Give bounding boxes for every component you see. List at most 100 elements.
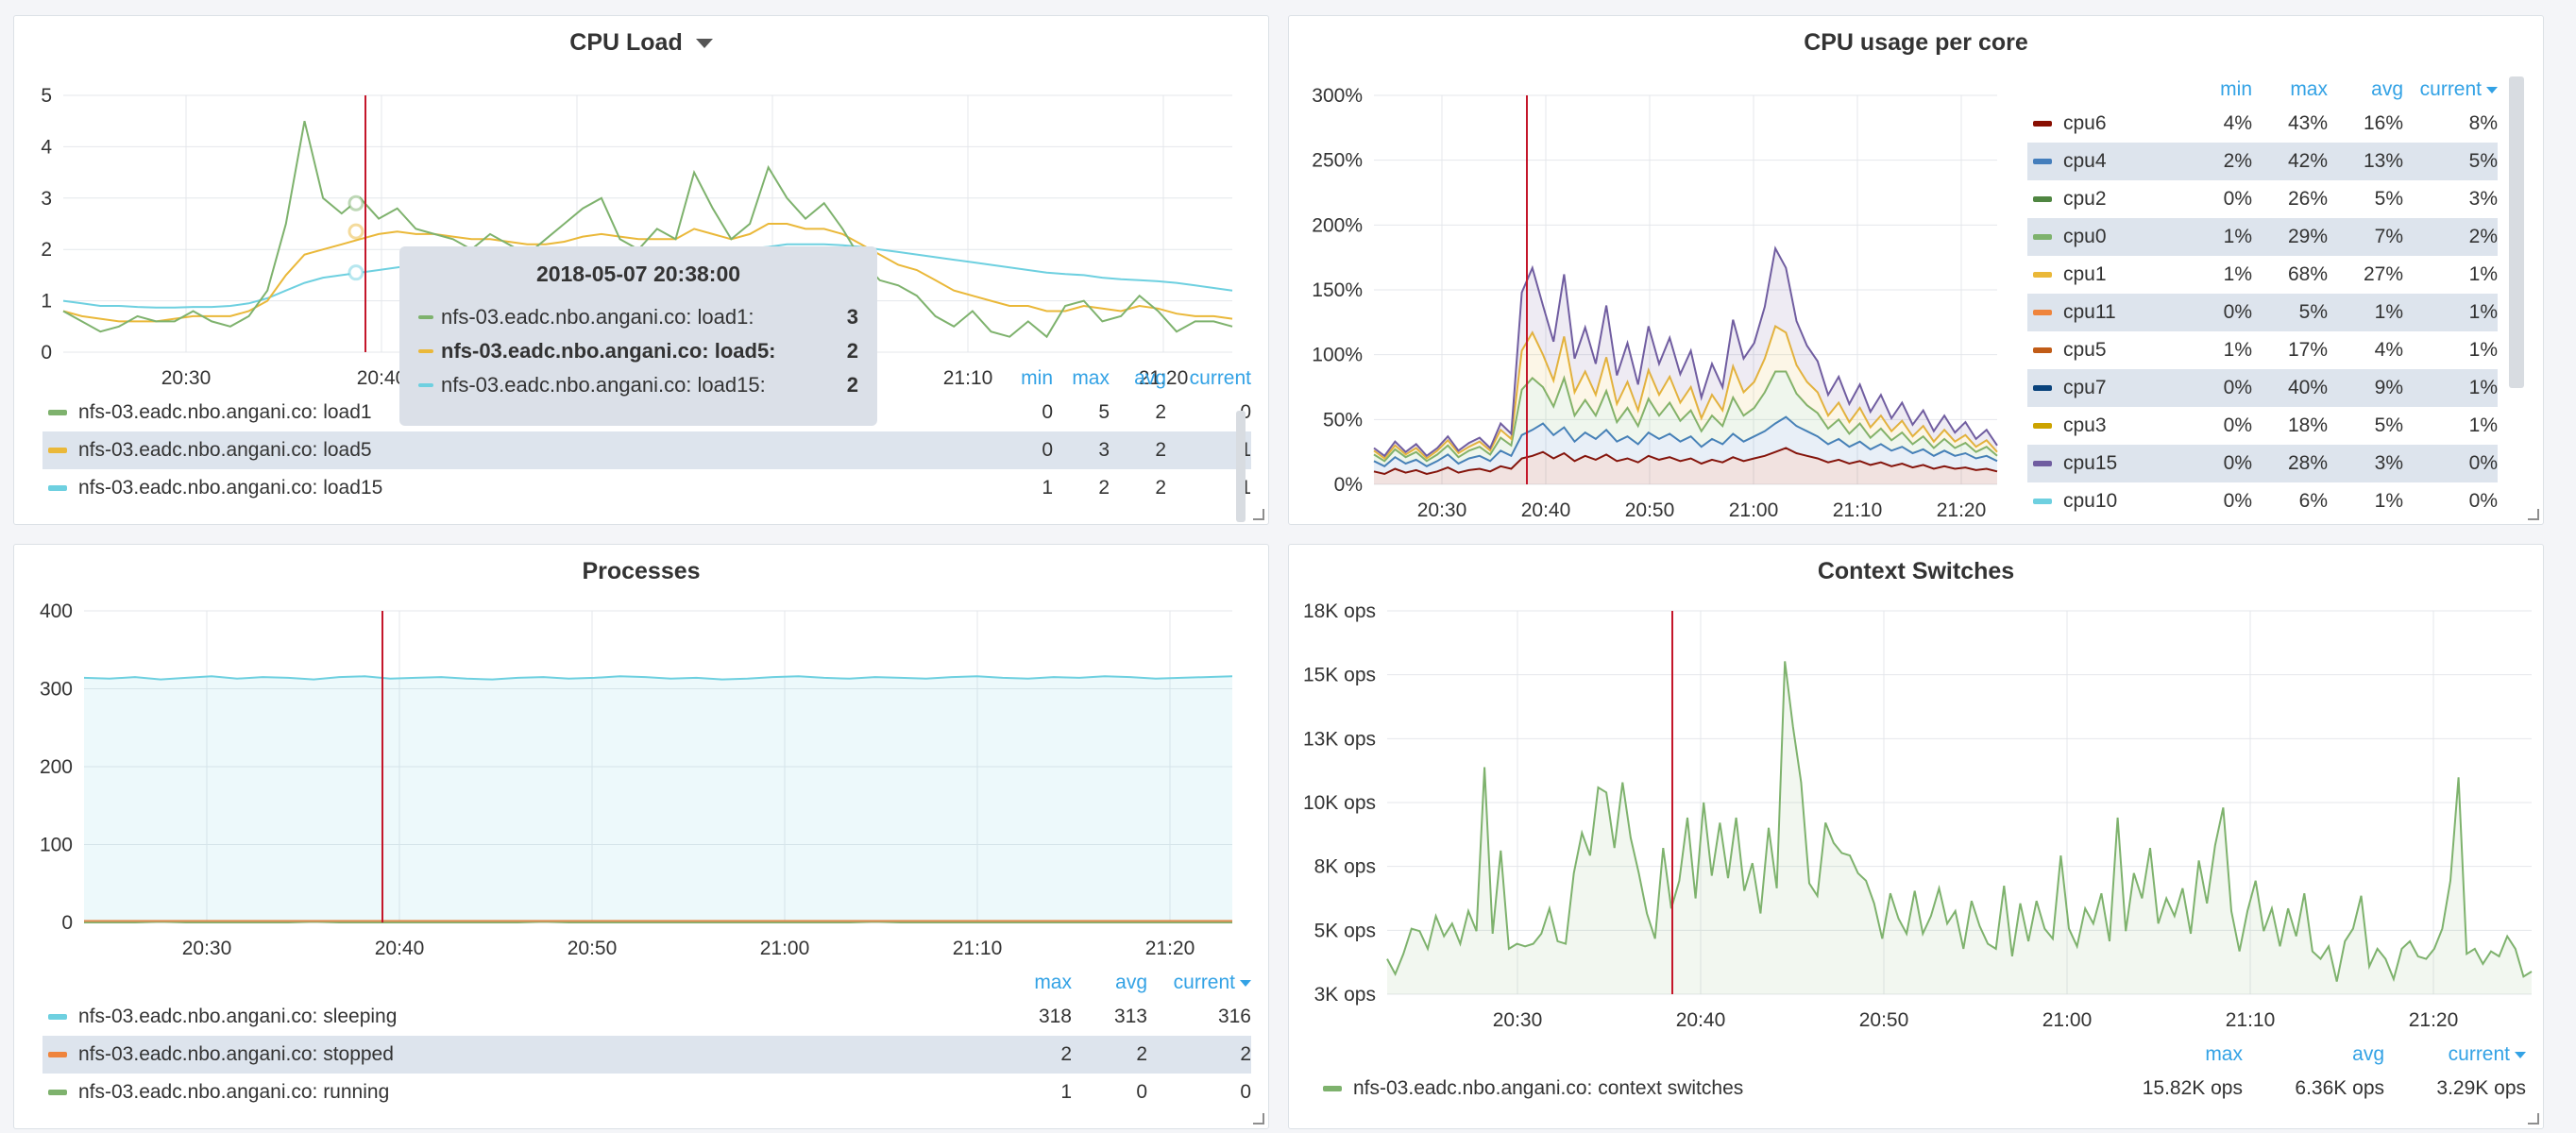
resize-handle[interactable] bbox=[2528, 509, 2539, 520]
panel-title-context-switches[interactable]: Context Switches bbox=[1817, 558, 2015, 584]
legend-header-max[interactable]: max bbox=[1072, 367, 1110, 389]
series-swatch[interactable] bbox=[2033, 423, 2052, 430]
series-swatch[interactable] bbox=[2033, 310, 2052, 316]
legend-row[interactable]: cpu5 1% 17% 4% 1% bbox=[2027, 331, 2498, 369]
legend-series[interactable]: cpu7 bbox=[2027, 369, 2186, 407]
legend-series-name[interactable]: cpu15 bbox=[2063, 452, 2118, 474]
panel-title-text[interactable]: CPU Load bbox=[569, 29, 683, 56]
chevron-down-icon[interactable] bbox=[695, 39, 713, 49]
legend-header-current-label[interactable]: current bbox=[2419, 78, 2482, 100]
legend-header-max[interactable]: max bbox=[2290, 78, 2328, 100]
legend-row[interactable]: nfs-03.eadc.nbo.angani.co: stopped 2 2 2 bbox=[42, 1036, 1251, 1074]
series-swatch[interactable] bbox=[48, 1090, 67, 1096]
legend-series[interactable]: nfs-03.eadc.nbo.angani.co: stopped bbox=[42, 1036, 1006, 1074]
legend-row[interactable]: nfs-03.eadc.nbo.angani.co: load1 0 5 2 0 bbox=[42, 394, 1251, 431]
legend-series-name[interactable]: cpu0 bbox=[2063, 226, 2107, 247]
legend-series-name[interactable]: nfs-03.eadc.nbo.angani.co: running bbox=[78, 1081, 390, 1103]
legend-series[interactable]: cpu5 bbox=[2027, 331, 2186, 369]
chart-cpu-usage-per-core[interactable]: 0% 50% 100% 150% 200% 250% 300% 20:30 20:40 20:50… bbox=[1289, 73, 2007, 516]
legend-header-current[interactable]: current bbox=[1147, 968, 1251, 998]
series-swatch[interactable] bbox=[48, 448, 67, 454]
legend-row[interactable]: nfs-03.eadc.nbo.angani.co: context switc… bbox=[1317, 1070, 2526, 1108]
legend-series-name[interactable]: cpu4 bbox=[2063, 150, 2107, 172]
legend-series-name[interactable]: cpu2 bbox=[2063, 188, 2107, 210]
resize-handle[interactable] bbox=[2528, 1113, 2539, 1125]
series-swatch[interactable] bbox=[2033, 159, 2052, 165]
legend-series[interactable]: nfs-03.eadc.nbo.angani.co: load15 bbox=[42, 469, 996, 507]
legend-scrollbar[interactable] bbox=[1236, 411, 1246, 522]
legend-header-min[interactable]: min bbox=[1021, 367, 1053, 389]
legend-row[interactable]: cpu0 1% 29% 7% 2% bbox=[2027, 218, 2498, 256]
series-swatch[interactable] bbox=[2033, 347, 2052, 354]
legend-series[interactable]: nfs-03.eadc.nbo.angani.co: context switc… bbox=[1317, 1070, 2092, 1108]
legend-header-avg[interactable]: avg bbox=[2371, 78, 2403, 100]
panel-title-cpu-load[interactable]: CPU Load bbox=[14, 29, 1268, 57]
legend-header-avg[interactable]: avg bbox=[1115, 972, 1147, 993]
series-swatch[interactable] bbox=[1323, 1086, 1342, 1092]
legend-series-name[interactable]: cpu7 bbox=[2063, 377, 2107, 398]
chart-context-switches[interactable]: 3K ops 5K ops 8K ops 10K ops 13K ops 15K ops 1… bbox=[1289, 601, 2544, 1026]
legend-series[interactable]: cpu15 bbox=[2027, 445, 2186, 482]
resize-handle[interactable] bbox=[1253, 509, 1264, 520]
panel-context-switches[interactable]: Context Switches 3K ops 5K ops 8K ops 10K o… bbox=[1288, 544, 2544, 1129]
legend-header-current-label[interactable]: current bbox=[1173, 972, 1235, 993]
legend-series[interactable]: cpu0 bbox=[2027, 218, 2186, 256]
series-swatch[interactable] bbox=[48, 485, 67, 492]
chart-processes[interactable]: 0 100 200 300 400 20:30 20:40 20:50 21:00 21:10 21… bbox=[14, 601, 1269, 960]
legend-row[interactable]: nfs-03.eadc.nbo.angani.co: sleeping 318 31… bbox=[42, 998, 1251, 1036]
legend-series-name[interactable]: cpu10 bbox=[2063, 490, 2118, 512]
legend-header-min[interactable]: min bbox=[2220, 78, 2252, 100]
legend-series[interactable]: cpu2 bbox=[2027, 180, 2186, 218]
resize-handle[interactable] bbox=[1253, 1113, 1264, 1125]
legend-series-name[interactable]: cpu6 bbox=[2063, 112, 2107, 134]
series-swatch[interactable] bbox=[2033, 121, 2052, 127]
legend-header-max[interactable]: max bbox=[1034, 972, 1072, 993]
legend-series[interactable]: nfs-03.eadc.nbo.angani.co: sleeping bbox=[42, 998, 1006, 1036]
legend-header-current-label[interactable]: current bbox=[2448, 1043, 2510, 1065]
legend-series[interactable]: cpu6 bbox=[2027, 105, 2186, 143]
legend-header-current[interactable]: current bbox=[2403, 75, 2498, 105]
legend-series[interactable]: nfs-03.eadc.nbo.angani.co: load1 bbox=[42, 394, 996, 431]
legend-row[interactable]: cpu1 1% 68% 27% 1% bbox=[2027, 256, 2498, 294]
legend-series-name[interactable]: cpu3 bbox=[2063, 414, 2107, 436]
legend-series-name[interactable]: nfs-03.eadc.nbo.angani.co: context switc… bbox=[1353, 1077, 1744, 1099]
legend-series-name[interactable]: nfs-03.eadc.nbo.angani.co: load15 bbox=[78, 477, 383, 499]
legend-series-name[interactable]: cpu1 bbox=[2063, 263, 2107, 285]
legend-row[interactable]: cpu6 4% 43% 16% 8% bbox=[2027, 105, 2498, 143]
series-swatch[interactable] bbox=[2033, 461, 2052, 467]
legend-row[interactable]: cpu10 0% 6% 1% 0% bbox=[2027, 482, 2498, 520]
legend-series[interactable]: nfs-03.eadc.nbo.angani.co: running bbox=[42, 1074, 1006, 1111]
panel-title-cpu-usage[interactable]: CPU usage per core bbox=[1804, 29, 2028, 56]
series-swatch[interactable] bbox=[48, 1014, 67, 1021]
panel-processes[interactable]: Processes 0 100 200 300 400 20:30 20:40 20:50 21… bbox=[13, 544, 1269, 1129]
series-swatch[interactable] bbox=[2033, 385, 2052, 392]
panel-title-processes[interactable]: Processes bbox=[582, 558, 701, 584]
legend-row[interactable]: nfs-03.eadc.nbo.angani.co: load5 0 3 2 1 bbox=[42, 431, 1251, 469]
legend-series-name[interactable]: nfs-03.eadc.nbo.angani.co: load1 bbox=[78, 401, 372, 423]
legend-row[interactable]: cpu2 0% 26% 5% 3% bbox=[2027, 180, 2498, 218]
legend-header-max[interactable]: max bbox=[2205, 1043, 2243, 1065]
legend-header-current[interactable]: current bbox=[1189, 367, 1251, 389]
legend-series[interactable]: cpu3 bbox=[2027, 407, 2186, 445]
legend-scrollbar[interactable] bbox=[2509, 76, 2524, 388]
legend-row[interactable]: cpu11 0% 5% 1% 1% bbox=[2027, 294, 2498, 331]
legend-series-name[interactable]: cpu11 bbox=[2063, 301, 2116, 323]
legend-row[interactable]: nfs-03.eadc.nbo.angani.co: load15 1 2 2 1 bbox=[42, 469, 1251, 507]
legend-series[interactable]: nfs-03.eadc.nbo.angani.co: load5 bbox=[42, 431, 996, 469]
legend-row[interactable]: nfs-03.eadc.nbo.angani.co: running 1 0 0 bbox=[42, 1074, 1251, 1111]
legend-header-current[interactable]: current bbox=[2384, 1040, 2526, 1070]
legend-series[interactable]: cpu11 bbox=[2027, 294, 2186, 331]
legend-row[interactable]: cpu7 0% 40% 9% 1% bbox=[2027, 369, 2498, 407]
legend-series-name[interactable]: nfs-03.eadc.nbo.angani.co: load5 bbox=[78, 439, 372, 461]
legend-series-name[interactable]: cpu5 bbox=[2063, 339, 2107, 361]
legend-header-avg[interactable]: avg bbox=[2352, 1043, 2384, 1065]
legend-header-avg[interactable]: avg bbox=[1134, 367, 1166, 389]
series-swatch[interactable] bbox=[2033, 499, 2052, 505]
series-swatch[interactable] bbox=[2033, 272, 2052, 279]
legend-series[interactable]: cpu4 bbox=[2027, 143, 2186, 180]
series-swatch[interactable] bbox=[48, 1052, 67, 1058]
panel-cpu-usage-per-core[interactable]: CPU usage per core 0% 50% 100% 150% 200% 250%… bbox=[1288, 15, 2544, 525]
legend-series[interactable]: cpu10 bbox=[2027, 482, 2186, 520]
legend-row[interactable]: cpu4 2% 42% 13% 5% bbox=[2027, 143, 2498, 180]
